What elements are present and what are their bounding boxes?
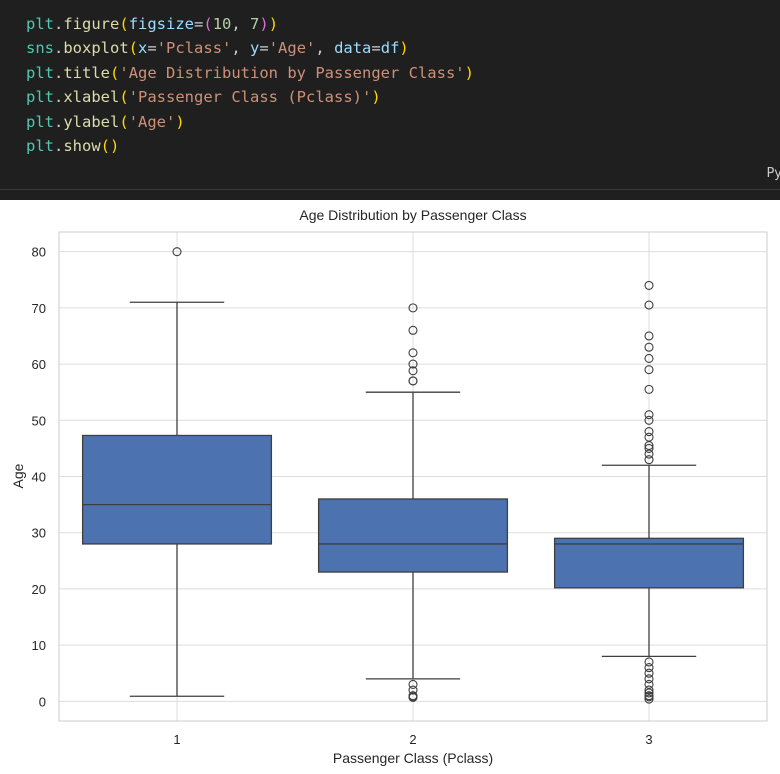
box-group-2 — [317, 303, 509, 702]
outlier-point-3-22 — [644, 331, 654, 341]
outlier-point-2-4 — [408, 679, 418, 690]
outlier-point-3-2 — [644, 691, 654, 701]
outlier-point-3-21 — [644, 342, 654, 352]
code-line-1: plt.figure(figsize=(10, 7)) — [26, 15, 279, 33]
outlier-point-3-6 — [644, 674, 654, 684]
code-line-3: plt.title('Age Distribution by Passenger… — [26, 63, 474, 82]
outlier-point-2-7 — [408, 366, 418, 376]
outlier-point-3-23 — [644, 300, 654, 310]
outlier-point-3-0 — [644, 694, 654, 704]
outlier-point-3-18 — [644, 384, 654, 394]
outlier-point-2-6 — [408, 376, 418, 386]
code-line-5: plt.ylabel('Age') — [26, 112, 185, 131]
outlier-point-2-3 — [408, 685, 418, 695]
outlier-point-3-24 — [644, 280, 654, 290]
y-tick-label-50: 50 — [32, 413, 46, 428]
outlier-point-3-5 — [644, 679, 654, 690]
y-tick-label-40: 40 — [32, 470, 46, 485]
outlier-point-3-10 — [644, 455, 654, 465]
outlier-point-3-19 — [644, 365, 654, 375]
x-tick-label-1: 1 — [173, 732, 180, 747]
outlier-point-1-0 — [172, 247, 182, 257]
outlier-point-3-16 — [644, 415, 654, 425]
y-tick-label-20: 20 — [32, 582, 46, 597]
box-2 — [317, 498, 509, 573]
y-tick-label-70: 70 — [32, 301, 46, 316]
y-tick-label-60: 60 — [32, 357, 46, 372]
y-axis-label: Age — [10, 463, 26, 488]
outlier-point-2-11 — [408, 303, 418, 313]
y-tick-label-10: 10 — [32, 638, 46, 653]
y-tick-label-80: 80 — [32, 245, 46, 260]
box-3 — [553, 537, 745, 589]
outlier-point-3-12 — [644, 443, 654, 453]
output-figure: 0 10 20 30 40 50 60 70 80 1 2 3 Age Distribution by… — [0, 200, 780, 774]
code-line-6: plt.show() — [26, 137, 120, 156]
cell-separator — [0, 189, 780, 190]
outlier-point-3-15 — [644, 426, 654, 437]
code-line-4: plt.xlabel('Passenger Class (Pclass)') — [26, 88, 381, 107]
code-editor[interactable]: plt.figure(figsize=(10, 7)) sns.boxplot(x… — [26, 12, 474, 158]
y-tick-label-30: 30 — [32, 526, 46, 541]
box-group-3 — [553, 280, 745, 704]
box-1 — [81, 434, 273, 545]
outlier-point-3-9 — [644, 657, 654, 667]
plot-frame — [58, 231, 768, 722]
outlier-point-3-17 — [644, 410, 654, 420]
outlier-point-3-4 — [644, 685, 654, 695]
boxplot-chart: 0 10 20 30 40 50 60 70 80 1 2 3 Age Distribution by… — [10, 207, 768, 766]
outlier-point-2-9 — [408, 348, 418, 358]
code-line-2: sns.boxplot(x='Pclass', y='Age', data=df… — [26, 39, 409, 58]
outlier-point-3-14 — [644, 432, 654, 442]
outlier-point-2-8 — [408, 359, 418, 369]
language-tag[interactable]: Py — [766, 166, 780, 181]
outlier-point-3-7 — [644, 668, 654, 678]
outlier-point-3-8 — [644, 663, 654, 673]
y-tick-label-0: 0 — [39, 694, 46, 709]
outlier-point-2-10 — [408, 325, 418, 335]
x-tick-label-3: 3 — [645, 732, 652, 747]
outlier-point-2-2 — [408, 691, 418, 701]
chart-title: Age Distribution by Passenger Class — [299, 207, 526, 223]
x-axis-label: Passenger Class (Pclass) — [333, 750, 493, 766]
box-group-1 — [81, 247, 273, 697]
outlier-point-3-20 — [644, 353, 654, 364]
code-cell[interactable]: plt.figure(figsize=(10, 7)) sns.boxplot(x… — [0, 0, 780, 190]
x-tick-label-2: 2 — [409, 732, 416, 747]
